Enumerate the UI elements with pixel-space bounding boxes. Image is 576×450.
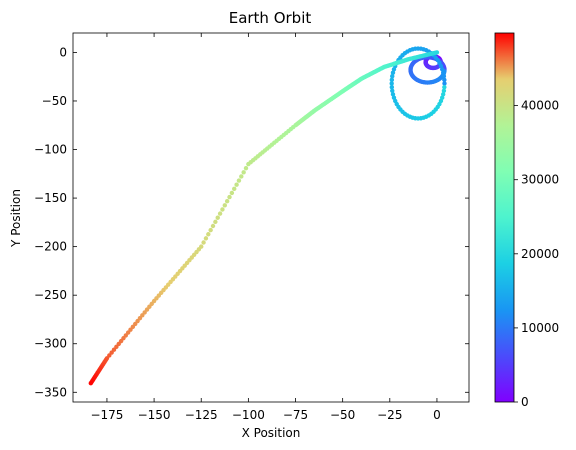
trajectory-point (225, 199, 229, 203)
x-axis: −175 −150 −125 −100 −75 −50 −25 0 (90, 33, 440, 422)
trajectory-point (223, 203, 227, 207)
x-tick-label: −75 (283, 408, 308, 422)
trajectory-point (230, 191, 234, 195)
y-tick-label: −250 (34, 288, 67, 302)
colorbar (495, 33, 514, 402)
x-axis-label: X Position (242, 426, 301, 440)
trajectory-point (220, 207, 224, 211)
colorbar-tick-label: 0 (521, 395, 529, 409)
colorbar-tick-label: 30000 (521, 173, 559, 187)
x-tick-label: −50 (330, 408, 355, 422)
trajectory-point (211, 224, 215, 228)
y-tick-label: −100 (34, 143, 67, 157)
trajectory-point (208, 228, 212, 232)
y-tick-label: −350 (34, 385, 67, 399)
x-tick-label: −125 (185, 408, 218, 422)
trajectory-point (218, 211, 222, 215)
trajectory-point (239, 174, 243, 178)
x-tick-label: 0 (433, 408, 441, 422)
x-tick-label: −150 (138, 408, 171, 422)
x-tick-label: −25 (377, 408, 402, 422)
y-tick-label: −50 (42, 94, 67, 108)
trajectory-point (227, 195, 231, 199)
trajectory-point (216, 216, 220, 220)
trajectory-point (442, 85, 446, 89)
trajectory-point (232, 187, 236, 191)
y-tick-label: −150 (34, 191, 67, 205)
trajectory-point (206, 232, 210, 236)
x-tick-label: −175 (90, 408, 123, 422)
x-tick-label: −100 (232, 408, 265, 422)
trajectory-point (244, 166, 248, 170)
trajectory-point (213, 220, 217, 224)
y-tick-label: −200 (34, 240, 67, 254)
trajectory-point (204, 236, 208, 240)
trajectory-point (241, 170, 245, 174)
y-axis: −350 −300 −250 −200 −150 −100 −50 0 (34, 45, 469, 399)
trajectory-point (201, 240, 205, 244)
trajectory-point (246, 162, 250, 166)
colorbar-tick-label: 20000 (521, 247, 559, 261)
colorbar-axis: 0 10000 20000 30000 40000 (514, 99, 559, 409)
trajectory-point (89, 381, 93, 385)
plot-area (89, 46, 447, 385)
plot-frame (73, 33, 469, 402)
chart-title: Earth Orbit (229, 9, 312, 27)
colorbar-tick-label: 40000 (521, 99, 559, 113)
colorbar-tick-label: 10000 (521, 321, 559, 335)
trajectory-point (237, 178, 241, 182)
y-axis-label: Y Position (9, 189, 23, 248)
y-tick-label: 0 (59, 45, 67, 59)
y-tick-label: −300 (34, 337, 67, 351)
trajectory-point (234, 183, 238, 187)
